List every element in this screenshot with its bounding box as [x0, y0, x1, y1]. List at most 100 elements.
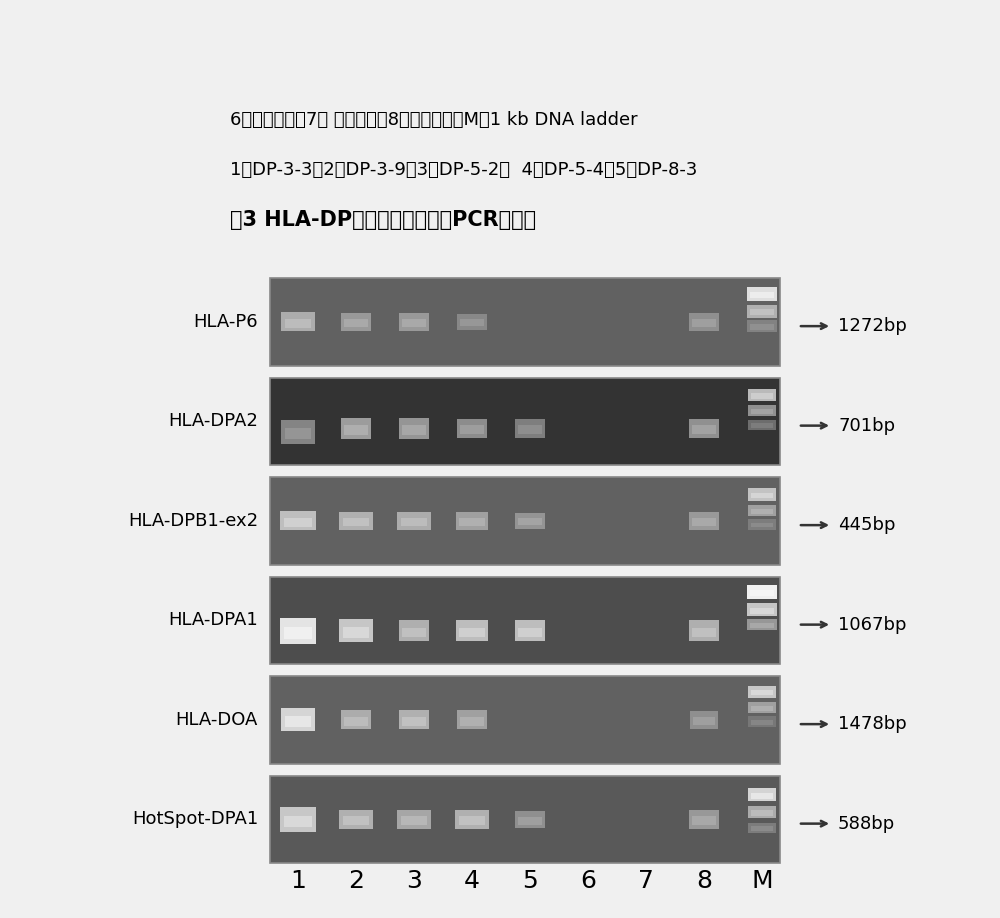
Bar: [280, 807, 316, 832]
Bar: [751, 509, 773, 514]
Bar: [689, 313, 719, 330]
Bar: [750, 292, 774, 298]
Bar: [456, 621, 488, 642]
Bar: [402, 319, 426, 327]
Bar: [285, 428, 311, 439]
Bar: [748, 519, 776, 530]
Bar: [689, 810, 719, 829]
Bar: [747, 619, 777, 631]
Bar: [270, 577, 780, 664]
Bar: [456, 512, 488, 530]
Text: 1272bp: 1272bp: [838, 317, 907, 335]
Bar: [747, 305, 777, 318]
Bar: [750, 623, 774, 628]
Bar: [270, 377, 780, 465]
Bar: [693, 717, 715, 725]
Bar: [750, 309, 774, 315]
Bar: [343, 518, 369, 526]
Text: HotSpot-DPA1: HotSpot-DPA1: [132, 811, 258, 828]
Bar: [692, 816, 716, 825]
Text: HLA-DPB1-ex2: HLA-DPB1-ex2: [128, 511, 258, 530]
Text: 1: 1: [290, 869, 306, 893]
Bar: [402, 425, 426, 434]
Text: 2: 2: [348, 869, 364, 893]
Bar: [281, 420, 315, 444]
Bar: [751, 793, 773, 799]
Bar: [751, 811, 773, 816]
Bar: [270, 676, 780, 764]
Bar: [692, 518, 716, 526]
Bar: [344, 717, 368, 725]
Bar: [689, 512, 719, 530]
Bar: [401, 518, 427, 526]
Bar: [284, 518, 312, 527]
Bar: [399, 711, 429, 730]
Bar: [751, 493, 773, 498]
Text: 3: 3: [406, 869, 422, 893]
Bar: [339, 810, 373, 829]
Bar: [341, 418, 371, 439]
Bar: [457, 711, 487, 730]
Bar: [747, 286, 777, 301]
Bar: [518, 519, 542, 525]
Text: 7: 7: [638, 869, 654, 893]
Text: 4: 4: [464, 869, 480, 893]
Text: 6：空白对照；7： 阴性对照；8：阳性对照；M：1 kb DNA ladder: 6：空白对照；7： 阴性对照；8：阳性对照；M：1 kb DNA ladder: [230, 111, 638, 129]
Bar: [460, 425, 484, 434]
Bar: [751, 720, 773, 724]
Bar: [285, 716, 311, 726]
Text: HLA-P6: HLA-P6: [193, 313, 258, 330]
Bar: [750, 608, 774, 614]
Text: HLA-DPA2: HLA-DPA2: [168, 412, 258, 431]
Bar: [402, 717, 426, 725]
Bar: [751, 522, 773, 528]
Bar: [399, 418, 429, 439]
Bar: [515, 621, 545, 642]
Bar: [518, 817, 542, 824]
Bar: [748, 702, 776, 713]
Bar: [747, 603, 777, 616]
Bar: [281, 709, 315, 731]
Text: 8: 8: [696, 869, 712, 893]
Bar: [748, 389, 776, 401]
Bar: [270, 776, 780, 863]
Bar: [402, 628, 426, 637]
Bar: [748, 823, 776, 834]
Bar: [692, 425, 716, 434]
Bar: [270, 278, 780, 365]
Bar: [457, 419, 487, 438]
Bar: [748, 716, 776, 727]
Bar: [747, 586, 777, 599]
Bar: [748, 405, 776, 417]
Bar: [747, 320, 777, 331]
Bar: [280, 618, 316, 644]
Text: HLA-DOA: HLA-DOA: [176, 711, 258, 729]
Bar: [751, 706, 773, 711]
Text: 1067bp: 1067bp: [838, 616, 906, 633]
Bar: [459, 518, 485, 526]
Text: 445bp: 445bp: [838, 516, 896, 534]
Bar: [397, 512, 431, 530]
Bar: [690, 711, 718, 729]
Bar: [285, 319, 311, 328]
Bar: [751, 423, 773, 428]
Bar: [344, 425, 368, 434]
Bar: [457, 314, 487, 330]
Bar: [280, 511, 316, 531]
Bar: [518, 425, 542, 434]
Bar: [460, 319, 484, 327]
Bar: [339, 620, 373, 642]
Bar: [748, 420, 776, 430]
Bar: [460, 717, 484, 725]
Bar: [284, 815, 312, 826]
Bar: [750, 590, 774, 597]
Text: 1478bp: 1478bp: [838, 715, 907, 733]
Text: HLA-DPA1: HLA-DPA1: [168, 611, 258, 629]
Bar: [281, 312, 315, 331]
Bar: [751, 409, 773, 414]
Bar: [455, 810, 489, 829]
Text: 1：DP-3-3；2：DP-3-9；3：DP-5-2；  4：DP-5-4；5：DP-8-3: 1：DP-3-3；2：DP-3-9；3：DP-5-2； 4：DP-5-4；5：D…: [230, 161, 697, 179]
Bar: [399, 313, 429, 330]
Bar: [343, 816, 369, 825]
Bar: [748, 505, 776, 516]
